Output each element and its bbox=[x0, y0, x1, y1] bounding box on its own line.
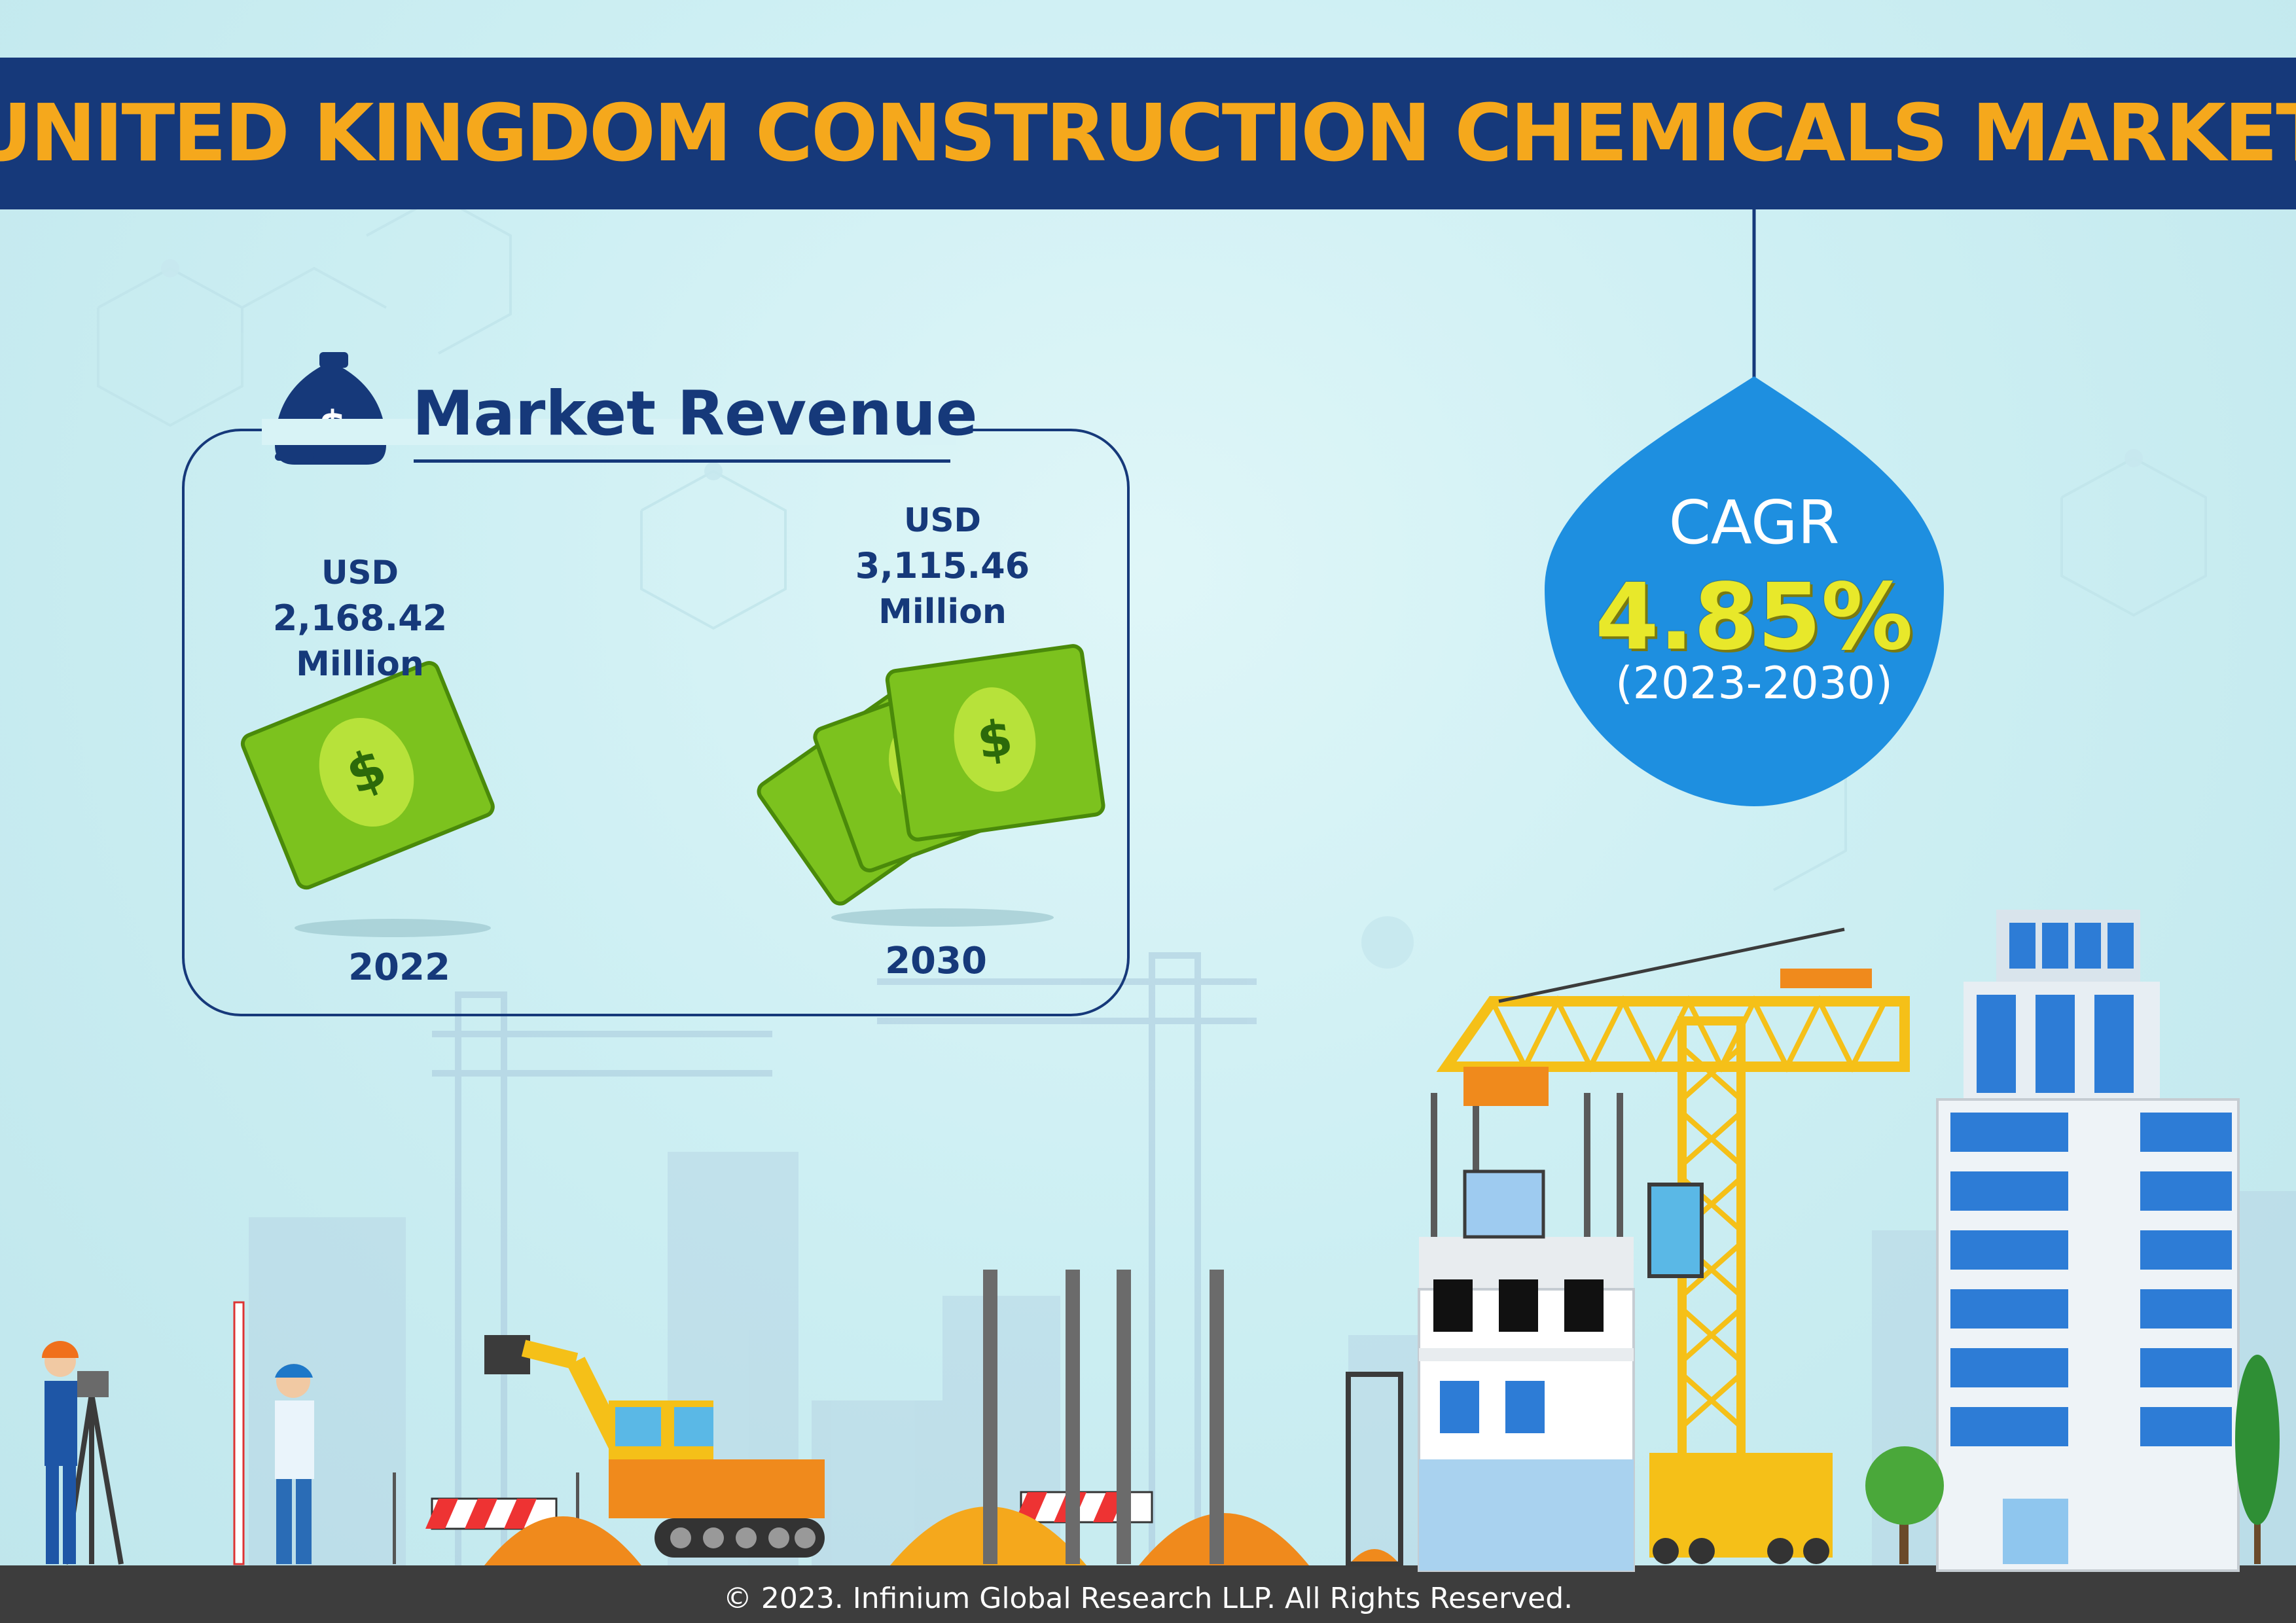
year-2022-label: 2022 bbox=[348, 946, 450, 989]
cagr-value: 4.85% bbox=[1595, 564, 1913, 671]
crane-icon bbox=[1436, 927, 1910, 1564]
cagr-period: (2023-2030) bbox=[1615, 658, 1893, 709]
revenue-2030-amount: 3,115.46 bbox=[855, 545, 1030, 586]
revenue-2030-currency: USD bbox=[903, 501, 982, 539]
page-title: UNITED KINGDOM CONSTRUCTION CHEMICALS MA… bbox=[0, 88, 2296, 179]
revenue-2030-value: USD 3,115.46 Million bbox=[844, 497, 1041, 635]
market-revenue-underline bbox=[414, 459, 950, 463]
excavator-icon bbox=[484, 1335, 825, 1558]
revenue-2022-amount: 2,168.42 bbox=[272, 597, 448, 639]
cagr-drop-shape bbox=[1545, 376, 1944, 806]
building-under-construction-icon bbox=[1346, 1093, 1635, 1572]
svg-text:$: $ bbox=[974, 708, 1016, 770]
revenue-2022-currency: USD bbox=[321, 554, 399, 592]
office-building-icon bbox=[1936, 910, 2240, 1572]
tree-icon bbox=[1865, 1355, 2280, 1564]
revenue-2022-unit: Million bbox=[296, 645, 424, 684]
year-2030-label: 2030 bbox=[885, 940, 987, 982]
revenue-2030-unit: Million bbox=[878, 592, 1007, 632]
footer-copyright: © 2023. Infinium Global Research LLP. Al… bbox=[723, 1581, 1573, 1615]
dollar-bill-icon: $ bbox=[240, 661, 495, 890]
footer-bar bbox=[0, 1573, 2296, 1623]
surveyor-icon bbox=[42, 1341, 124, 1565]
revenue-2022-value: USD 2,168.42 Million bbox=[262, 550, 458, 687]
worker-icon bbox=[233, 1301, 314, 1565]
header-banner bbox=[0, 58, 2296, 209]
panel-top-gap bbox=[262, 419, 956, 445]
money-stack-icon: $ $ bbox=[757, 644, 1105, 906]
cagr-label: CAGR bbox=[1668, 488, 1840, 558]
market-revenue-title: Market Revenue bbox=[412, 378, 978, 450]
